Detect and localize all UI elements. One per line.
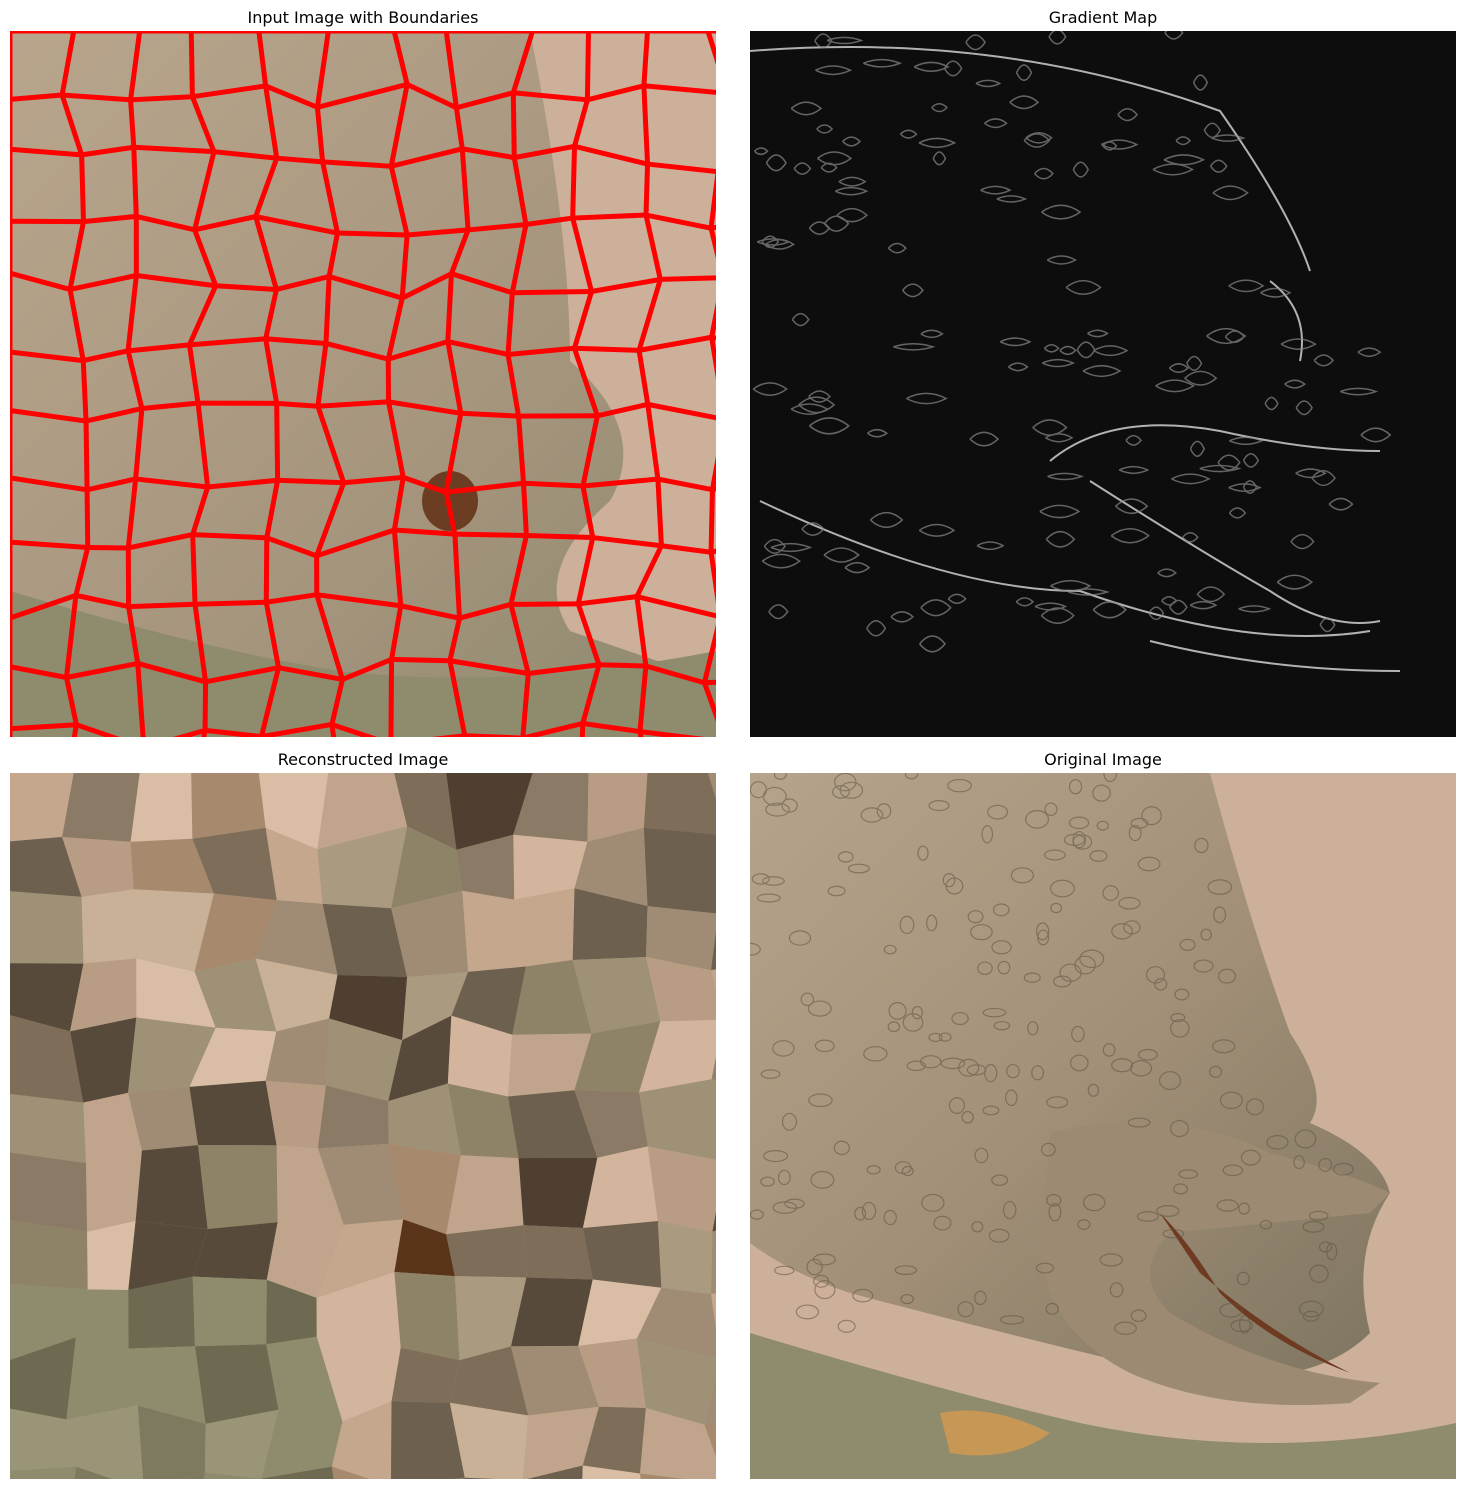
gradient-map (750, 31, 1456, 737)
reconstructed-image (10, 773, 716, 1479)
panel-title-original: Original Image (1044, 750, 1162, 769)
input-image-with-boundaries (10, 31, 716, 737)
original-image-svg (750, 773, 1456, 1479)
original-image (750, 773, 1456, 1479)
superpixel-boundaries (10, 31, 716, 737)
panel-title-reconstructed: Reconstructed Image (277, 750, 449, 769)
gradient-map-svg (750, 31, 1456, 737)
reconstructed-image-svg (10, 773, 716, 1479)
panel-title-gradient: Gradient Map (1048, 8, 1158, 27)
input-image-svg (10, 31, 716, 737)
panel-title-input: Input Image with Boundaries (247, 8, 479, 27)
